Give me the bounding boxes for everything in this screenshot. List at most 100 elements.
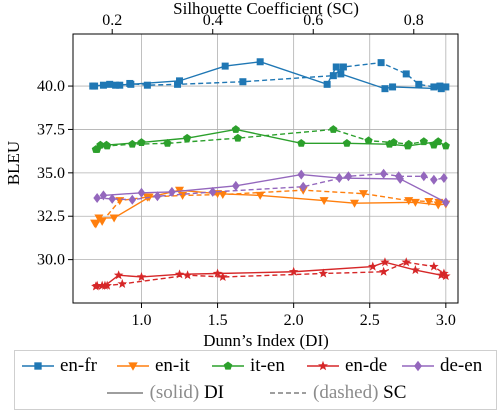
legend-swatch-marker: [128, 362, 138, 371]
top-axis-title: Silhouette Coefficient (SC): [173, 0, 359, 18]
top-tick-label: 0.8: [404, 12, 424, 29]
data-point-en-fr-di: [112, 81, 120, 89]
data-point-en-de-sc: [401, 257, 411, 267]
series-en-de-di-line: [95, 261, 446, 288]
data-point-en-de-sc: [117, 278, 128, 288]
series-en-it-di-line: [95, 189, 446, 225]
legend-item-en-de: en-de: [306, 354, 401, 378]
series-it-en: [91, 125, 450, 153]
data-point-en-de-di: [136, 271, 147, 282]
chart-canvas: Silhouette Coefficient (SC) Dunn’s Index…: [4, 0, 459, 350]
data-point-it-en-di: [434, 137, 443, 146]
legend-dashed-note: (dashed): [313, 382, 379, 403]
data-point-de-en-sc: [153, 191, 162, 202]
data-point-en-it-sc: [115, 197, 125, 206]
data-point-en-de-di: [380, 257, 390, 267]
data-point-de-en-sc: [430, 174, 438, 185]
data-point-de-en-sc: [93, 193, 101, 204]
data-point-en-fr-sc: [415, 80, 423, 88]
data-point-en-fr-sc: [377, 59, 385, 67]
bottom-axis-title: Dunn’s Index (DI): [203, 331, 329, 350]
data-point-en-it-sc: [359, 190, 369, 199]
data-point-en-fr-sc: [143, 81, 151, 89]
data-point-en-it-di: [91, 220, 101, 229]
top-tick-label: 0.4: [203, 12, 223, 29]
data-point-en-de-sc: [429, 261, 439, 271]
legend-swatch-en-fr: [22, 362, 54, 370]
data-point-en-it-sc: [424, 197, 434, 206]
data-point-en-it-di: [109, 214, 119, 223]
data-point-it-en-sc: [163, 139, 172, 147]
data-point-de-en-sc: [108, 193, 117, 204]
data-point-en-de-sc: [218, 271, 228, 282]
data-point-en-fr-di: [256, 58, 264, 66]
data-point-it-en-di: [102, 140, 111, 149]
legend-item-de-en: de-en: [401, 354, 496, 378]
legend-solid-item: (solid) DI: [105, 381, 224, 405]
data-point-en-fr-di: [99, 81, 107, 89]
series-de-en: [93, 168, 450, 208]
data-point-en-de-sc: [318, 268, 329, 278]
legend-label-it-en: it-en: [250, 355, 285, 376]
data-point-en-fr-sc: [116, 81, 124, 89]
data-point-en-fr-sc: [402, 70, 410, 78]
data-point-en-de-di: [100, 280, 110, 290]
data-point-it-en-sc: [329, 125, 338, 133]
legend-swatch-marker: [318, 360, 328, 371]
legend-dashed-item: (dashed) SC: [268, 381, 406, 405]
y-tick-label: 35.0: [37, 165, 65, 182]
legend-item-en-fr: en-fr: [21, 354, 116, 378]
data-point-it-en-sc: [419, 137, 428, 146]
data-point-it-en-sc: [364, 136, 373, 145]
data-point-it-en-di: [297, 139, 306, 147]
legend-swatch-marker: [414, 360, 422, 372]
data-point-en-de-sc: [182, 270, 193, 280]
legend-swatch-marker: [34, 362, 42, 370]
plot-frame: [72, 33, 459, 304]
legend-style-row: (solid) DI (dashed) SC: [15, 381, 496, 405]
data-point-de-en-sc: [299, 181, 307, 192]
data-point-de-en-di: [137, 187, 146, 198]
solid-line-swatch: [106, 392, 143, 394]
data-point-en-de-di: [410, 265, 421, 275]
legend-swatch-de-en: [402, 360, 434, 372]
data-point-en-de-sc: [378, 266, 389, 276]
data-point-en-it-sc: [404, 197, 414, 206]
data-point-it-en-sc: [233, 133, 242, 142]
data-point-it-en-di: [183, 133, 192, 142]
data-point-it-en-di: [342, 139, 351, 147]
legend-item-it-en: it-en: [211, 354, 306, 378]
data-point-it-en-sc: [128, 139, 137, 148]
data-point-en-de-di: [368, 261, 378, 271]
series-en-de: [91, 257, 451, 291]
bottom-tick-label: 1.5: [208, 312, 228, 329]
data-point-de-en-di: [232, 180, 240, 191]
data-point-en-de-di: [113, 270, 124, 280]
legend-swatch-it-en: [212, 361, 244, 370]
data-point-en-de-di: [441, 271, 451, 281]
data-point-it-en-di: [441, 141, 450, 150]
data-point-it-en-di: [385, 139, 394, 148]
series-it-en-sc-line: [96, 128, 435, 151]
data-point-de-en-di: [335, 173, 344, 184]
data-point-de-en-di: [297, 169, 306, 180]
top-tick-label: 0.2: [102, 12, 122, 29]
data-point-en-de-di: [212, 268, 223, 278]
data-point-de-en-sc: [420, 171, 428, 182]
data-point-en-de-di: [288, 266, 299, 276]
legend-solid-label: DI: [203, 382, 224, 403]
data-point-en-fr-sc: [239, 78, 247, 86]
series-de-en-di-line: [103, 173, 447, 203]
legend-label-en-it: en-it: [155, 355, 190, 376]
data-point-en-fr-di: [221, 62, 229, 70]
data-point-en-fr-di: [323, 80, 331, 88]
bottom-tick-label: 2.5: [360, 312, 380, 329]
data-point-en-fr-di: [437, 85, 445, 93]
data-point-en-it-di: [410, 198, 420, 207]
data-point-en-it-di: [350, 199, 360, 208]
data-point-en-fr-di: [442, 83, 450, 91]
legend-swatch-en-de: [307, 360, 339, 371]
data-point-de-en-di: [99, 190, 108, 201]
y-tick-label: 37.5: [37, 121, 65, 138]
data-point-en-it-di: [255, 191, 265, 200]
